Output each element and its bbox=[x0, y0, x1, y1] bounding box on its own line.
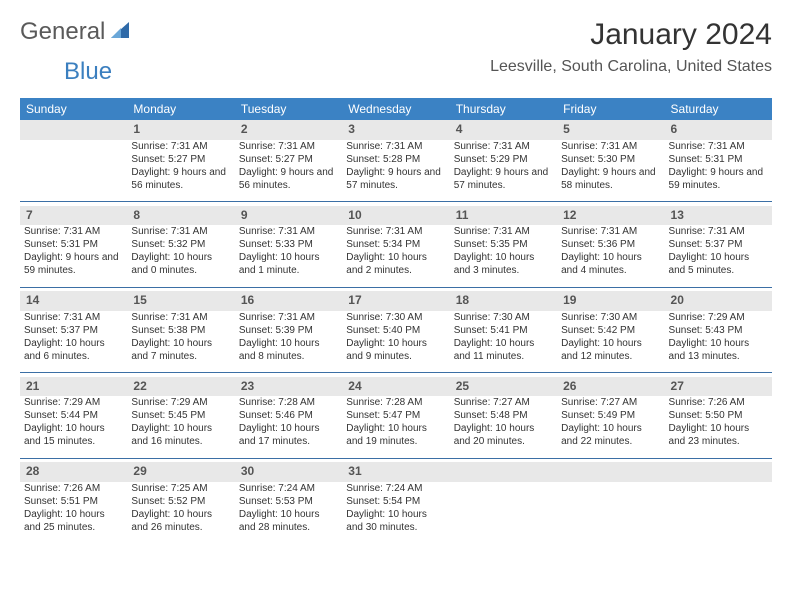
day-info-cell: Sunrise: 7:31 AMSunset: 5:29 PMDaylight:… bbox=[450, 140, 557, 202]
day-info-cell bbox=[665, 482, 772, 544]
day-number-cell: 8 bbox=[127, 206, 234, 226]
day-info-cell: Sunrise: 7:31 AMSunset: 5:36 PMDaylight:… bbox=[557, 225, 664, 287]
day-info-cell: Sunrise: 7:28 AMSunset: 5:47 PMDaylight:… bbox=[342, 396, 449, 458]
day-number-cell: 12 bbox=[557, 206, 664, 226]
weekday-header: Tuesday bbox=[235, 98, 342, 120]
day-number-cell: 22 bbox=[127, 377, 234, 397]
day-number-cell: 30 bbox=[235, 462, 342, 482]
day-info-row: Sunrise: 7:29 AMSunset: 5:44 PMDaylight:… bbox=[20, 396, 772, 458]
day-info-cell: Sunrise: 7:26 AMSunset: 5:51 PMDaylight:… bbox=[20, 482, 127, 544]
day-number-row: 21222324252627 bbox=[20, 377, 772, 397]
day-number-cell: 24 bbox=[342, 377, 449, 397]
day-number-cell bbox=[450, 462, 557, 482]
day-info-cell: Sunrise: 7:30 AMSunset: 5:42 PMDaylight:… bbox=[557, 311, 664, 373]
day-number-cell: 28 bbox=[20, 462, 127, 482]
day-number-cell: 9 bbox=[235, 206, 342, 226]
day-info-cell: Sunrise: 7:30 AMSunset: 5:41 PMDaylight:… bbox=[450, 311, 557, 373]
location-text: Leesville, South Carolina, United States bbox=[490, 58, 772, 76]
day-number-row: 28293031 bbox=[20, 462, 772, 482]
day-number-cell: 5 bbox=[557, 120, 664, 140]
day-info-cell: Sunrise: 7:31 AMSunset: 5:27 PMDaylight:… bbox=[127, 140, 234, 202]
day-number-cell: 23 bbox=[235, 377, 342, 397]
calendar-table: SundayMondayTuesdayWednesdayThursdayFrid… bbox=[20, 98, 772, 544]
day-number-cell: 20 bbox=[665, 291, 772, 311]
weekday-header: Saturday bbox=[665, 98, 772, 120]
day-number-cell bbox=[557, 462, 664, 482]
day-number-cell: 18 bbox=[450, 291, 557, 311]
weekday-header: Friday bbox=[557, 98, 664, 120]
day-info-cell: Sunrise: 7:31 AMSunset: 5:31 PMDaylight:… bbox=[665, 140, 772, 202]
weekday-header: Thursday bbox=[450, 98, 557, 120]
day-number-row: 123456 bbox=[20, 120, 772, 140]
day-info-cell: Sunrise: 7:31 AMSunset: 5:35 PMDaylight:… bbox=[450, 225, 557, 287]
day-info-cell: Sunrise: 7:29 AMSunset: 5:45 PMDaylight:… bbox=[127, 396, 234, 458]
day-number-cell: 7 bbox=[20, 206, 127, 226]
day-number-cell bbox=[665, 462, 772, 482]
logo-sail-icon bbox=[109, 20, 131, 45]
day-number-cell bbox=[20, 120, 127, 140]
weekday-header: Wednesday bbox=[342, 98, 449, 120]
day-number-cell: 4 bbox=[450, 120, 557, 140]
day-number-cell: 27 bbox=[665, 377, 772, 397]
day-info-cell: Sunrise: 7:31 AMSunset: 5:27 PMDaylight:… bbox=[235, 140, 342, 202]
day-info-cell: Sunrise: 7:31 AMSunset: 5:37 PMDaylight:… bbox=[20, 311, 127, 373]
day-info-cell: Sunrise: 7:24 AMSunset: 5:53 PMDaylight:… bbox=[235, 482, 342, 544]
day-info-cell: Sunrise: 7:28 AMSunset: 5:46 PMDaylight:… bbox=[235, 396, 342, 458]
day-info-cell: Sunrise: 7:29 AMSunset: 5:43 PMDaylight:… bbox=[665, 311, 772, 373]
day-number-cell: 25 bbox=[450, 377, 557, 397]
day-info-row: Sunrise: 7:26 AMSunset: 5:51 PMDaylight:… bbox=[20, 482, 772, 544]
day-info-cell: Sunrise: 7:31 AMSunset: 5:28 PMDaylight:… bbox=[342, 140, 449, 202]
day-info-cell: Sunrise: 7:27 AMSunset: 5:48 PMDaylight:… bbox=[450, 396, 557, 458]
day-number-row: 78910111213 bbox=[20, 206, 772, 226]
day-info-row: Sunrise: 7:31 AMSunset: 5:27 PMDaylight:… bbox=[20, 140, 772, 202]
day-number-cell: 29 bbox=[127, 462, 234, 482]
day-info-cell bbox=[450, 482, 557, 544]
day-number-cell: 3 bbox=[342, 120, 449, 140]
day-number-cell: 26 bbox=[557, 377, 664, 397]
day-number-cell: 16 bbox=[235, 291, 342, 311]
month-title: January 2024 bbox=[490, 18, 772, 52]
day-info-cell: Sunrise: 7:25 AMSunset: 5:52 PMDaylight:… bbox=[127, 482, 234, 544]
day-info-cell: Sunrise: 7:31 AMSunset: 5:39 PMDaylight:… bbox=[235, 311, 342, 373]
day-number-cell: 31 bbox=[342, 462, 449, 482]
day-number-cell: 21 bbox=[20, 377, 127, 397]
day-info-cell: Sunrise: 7:31 AMSunset: 5:38 PMDaylight:… bbox=[127, 311, 234, 373]
day-number-cell: 10 bbox=[342, 206, 449, 226]
day-info-cell bbox=[557, 482, 664, 544]
day-number-cell: 11 bbox=[450, 206, 557, 226]
day-info-cell: Sunrise: 7:30 AMSunset: 5:40 PMDaylight:… bbox=[342, 311, 449, 373]
day-number-cell: 1 bbox=[127, 120, 234, 140]
day-info-cell: Sunrise: 7:26 AMSunset: 5:50 PMDaylight:… bbox=[665, 396, 772, 458]
day-info-row: Sunrise: 7:31 AMSunset: 5:37 PMDaylight:… bbox=[20, 311, 772, 373]
day-info-cell: Sunrise: 7:31 AMSunset: 5:31 PMDaylight:… bbox=[20, 225, 127, 287]
day-info-cell: Sunrise: 7:29 AMSunset: 5:44 PMDaylight:… bbox=[20, 396, 127, 458]
day-info-cell bbox=[20, 140, 127, 202]
day-info-cell: Sunrise: 7:31 AMSunset: 5:33 PMDaylight:… bbox=[235, 225, 342, 287]
day-number-row: 14151617181920 bbox=[20, 291, 772, 311]
day-info-row: Sunrise: 7:31 AMSunset: 5:31 PMDaylight:… bbox=[20, 225, 772, 287]
day-info-cell: Sunrise: 7:31 AMSunset: 5:34 PMDaylight:… bbox=[342, 225, 449, 287]
logo: General bbox=[20, 18, 133, 46]
logo-text-general: General bbox=[20, 18, 105, 46]
day-info-cell: Sunrise: 7:24 AMSunset: 5:54 PMDaylight:… bbox=[342, 482, 449, 544]
day-number-cell: 15 bbox=[127, 291, 234, 311]
logo-text-blue: Blue bbox=[64, 58, 112, 86]
weekday-header: Sunday bbox=[20, 98, 127, 120]
day-info-cell: Sunrise: 7:31 AMSunset: 5:32 PMDaylight:… bbox=[127, 225, 234, 287]
weekday-header-row: SundayMondayTuesdayWednesdayThursdayFrid… bbox=[20, 98, 772, 120]
day-number-cell: 6 bbox=[665, 120, 772, 140]
day-info-cell: Sunrise: 7:31 AMSunset: 5:30 PMDaylight:… bbox=[557, 140, 664, 202]
day-number-cell: 19 bbox=[557, 291, 664, 311]
day-number-cell: 2 bbox=[235, 120, 342, 140]
day-number-cell: 17 bbox=[342, 291, 449, 311]
day-number-cell: 13 bbox=[665, 206, 772, 226]
weekday-header: Monday bbox=[127, 98, 234, 120]
day-info-cell: Sunrise: 7:31 AMSunset: 5:37 PMDaylight:… bbox=[665, 225, 772, 287]
day-info-cell: Sunrise: 7:27 AMSunset: 5:49 PMDaylight:… bbox=[557, 396, 664, 458]
day-number-cell: 14 bbox=[20, 291, 127, 311]
